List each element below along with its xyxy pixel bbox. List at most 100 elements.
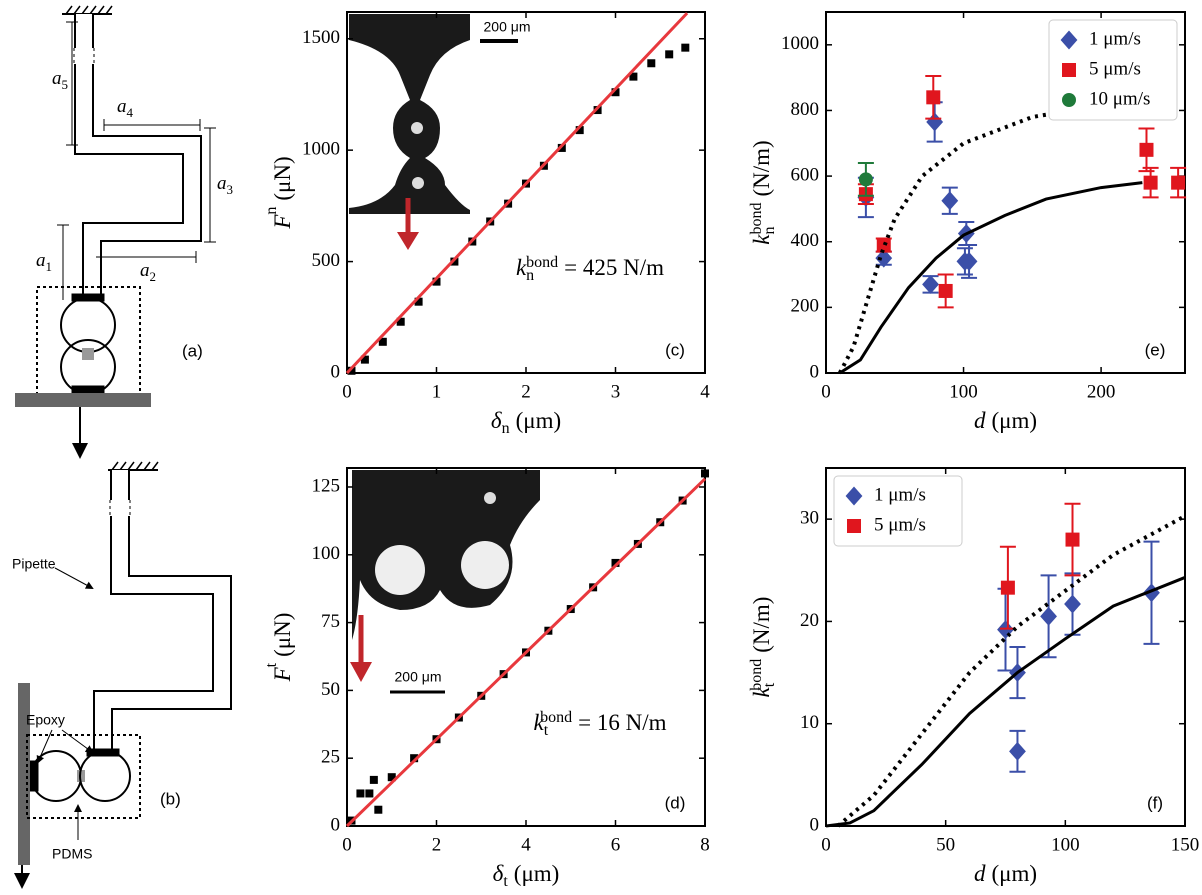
fit-line bbox=[838, 181, 1143, 375]
data-point bbox=[1139, 142, 1154, 157]
x-axis-label: δn (μm) bbox=[491, 408, 561, 436]
y-axis-label-base: k bbox=[749, 686, 774, 697]
x-tick-label: 0 bbox=[821, 834, 831, 855]
data-point bbox=[360, 355, 369, 364]
data-point bbox=[941, 191, 959, 211]
dimension-label-base: a bbox=[117, 96, 127, 117]
x-axis-label-base: δ bbox=[491, 408, 502, 433]
y-axis-label-base: F bbox=[270, 666, 295, 682]
y-axis-label-sup: n bbox=[263, 207, 280, 215]
y-tick-label: 0 bbox=[331, 814, 341, 835]
panel-label: (c) bbox=[665, 340, 685, 359]
data-point bbox=[1171, 175, 1186, 190]
panel-label: (a) bbox=[182, 341, 203, 360]
y-tick-label: 125 bbox=[312, 475, 341, 496]
x-axis-label-base: d bbox=[974, 861, 986, 886]
y-axis-label-unit: (μN) bbox=[270, 613, 295, 657]
data-point bbox=[347, 366, 356, 375]
legend-label: 5 μm/s bbox=[1089, 58, 1141, 79]
scale-label: 200 μm bbox=[484, 19, 531, 35]
dimension-label-sub: 1 bbox=[46, 259, 53, 274]
epoxy-label: Epoxy bbox=[26, 712, 65, 728]
y-axis-label-sub: n bbox=[761, 227, 778, 235]
data-point bbox=[647, 59, 656, 68]
dimension-label-base: a bbox=[217, 173, 227, 194]
panel-label: (f) bbox=[1147, 793, 1163, 812]
data-point bbox=[875, 248, 893, 268]
data-point bbox=[575, 126, 584, 135]
data-point bbox=[665, 50, 674, 59]
data-point bbox=[847, 519, 861, 533]
y-tick-label: 400 bbox=[791, 230, 820, 251]
y-tick-label: 50 bbox=[321, 679, 340, 700]
y-axis-label-base: F bbox=[270, 214, 295, 230]
panel-label: (b) bbox=[160, 789, 181, 808]
x-tick-label: 100 bbox=[949, 381, 978, 402]
dimension-label-base: a bbox=[36, 250, 46, 271]
y-tick-label: 1000 bbox=[781, 33, 819, 54]
data-point bbox=[396, 317, 405, 326]
dimension-label-sub: 4 bbox=[127, 105, 134, 120]
data-point bbox=[629, 72, 638, 81]
inset-photo-d: 200 μm bbox=[350, 470, 540, 694]
annotation-text: = 425 N/m bbox=[564, 255, 664, 280]
legend-label: 10 μm/s bbox=[1089, 88, 1150, 109]
annotation-sub: n bbox=[526, 267, 534, 284]
x-tick-label: 2 bbox=[432, 834, 442, 855]
y-tick-label: 0 bbox=[331, 361, 341, 382]
x-axis-label-sub: n bbox=[502, 420, 510, 437]
y-axis-label: Ft (μN) bbox=[263, 613, 296, 683]
x-axis-label: d (μm) bbox=[974, 861, 1037, 886]
x-axis-label: δt (μm) bbox=[493, 861, 560, 889]
data-point bbox=[1000, 580, 1015, 595]
y-axis-label-unit: (N/m) bbox=[749, 140, 774, 196]
annotation-sup: bond bbox=[540, 709, 572, 726]
data-point bbox=[926, 112, 944, 132]
x-tick-label: 0 bbox=[342, 381, 352, 402]
y-axis-label-unit: (N/m) bbox=[749, 597, 774, 653]
data-point bbox=[1062, 93, 1076, 107]
y-tick-label: 0 bbox=[810, 361, 820, 382]
y-tick-label: 800 bbox=[791, 99, 820, 120]
y-tick-label: 30 bbox=[800, 508, 819, 529]
data-point bbox=[845, 486, 863, 506]
data-point bbox=[1143, 175, 1158, 190]
data-point bbox=[997, 620, 1014, 640]
data-point bbox=[369, 775, 378, 784]
schematic-b bbox=[14, 461, 232, 889]
data-point bbox=[938, 283, 953, 298]
y-tick-label: 100 bbox=[312, 543, 341, 564]
dimension-label-sub: 5 bbox=[62, 77, 69, 92]
data-point bbox=[960, 251, 978, 271]
dimension-label: a5 bbox=[52, 68, 68, 92]
inset-photo-c: 200 μm bbox=[349, 14, 530, 250]
x-axis-label-sub: t bbox=[503, 873, 508, 890]
dotted-curve bbox=[836, 514, 1186, 828]
y-tick-label: 0 bbox=[810, 814, 820, 835]
data-point bbox=[378, 337, 387, 346]
x-tick-label: 8 bbox=[700, 834, 710, 855]
panel-label: (e) bbox=[1145, 340, 1166, 359]
pipette-label: Pipette bbox=[12, 556, 56, 572]
y-axis-label-sub: t bbox=[761, 682, 778, 687]
legend-box bbox=[833, 475, 963, 547]
data-point bbox=[432, 277, 441, 286]
x-axis-label-unit: (μm) bbox=[991, 861, 1037, 886]
data-point bbox=[410, 754, 419, 763]
x-axis-label-unit: (μm) bbox=[516, 408, 562, 433]
x-axis-label-unit: (μm) bbox=[991, 408, 1037, 433]
dimension-label-sub: 2 bbox=[150, 269, 157, 284]
annotation-sup: bond bbox=[526, 254, 558, 271]
data-point bbox=[1064, 594, 1081, 614]
y-tick-label: 1500 bbox=[302, 27, 340, 48]
fit-line bbox=[345, 477, 707, 828]
data-point bbox=[356, 789, 365, 798]
y-tick-label: 500 bbox=[312, 250, 341, 271]
y-axis-label: Fn (μN) bbox=[263, 156, 296, 229]
y-axis-label-sup: bond bbox=[748, 203, 765, 235]
data-point bbox=[1060, 30, 1078, 50]
y-tick-label: 10 bbox=[800, 712, 819, 733]
annotation-base: k bbox=[533, 710, 544, 735]
x-axis-label-base: d bbox=[974, 408, 986, 433]
